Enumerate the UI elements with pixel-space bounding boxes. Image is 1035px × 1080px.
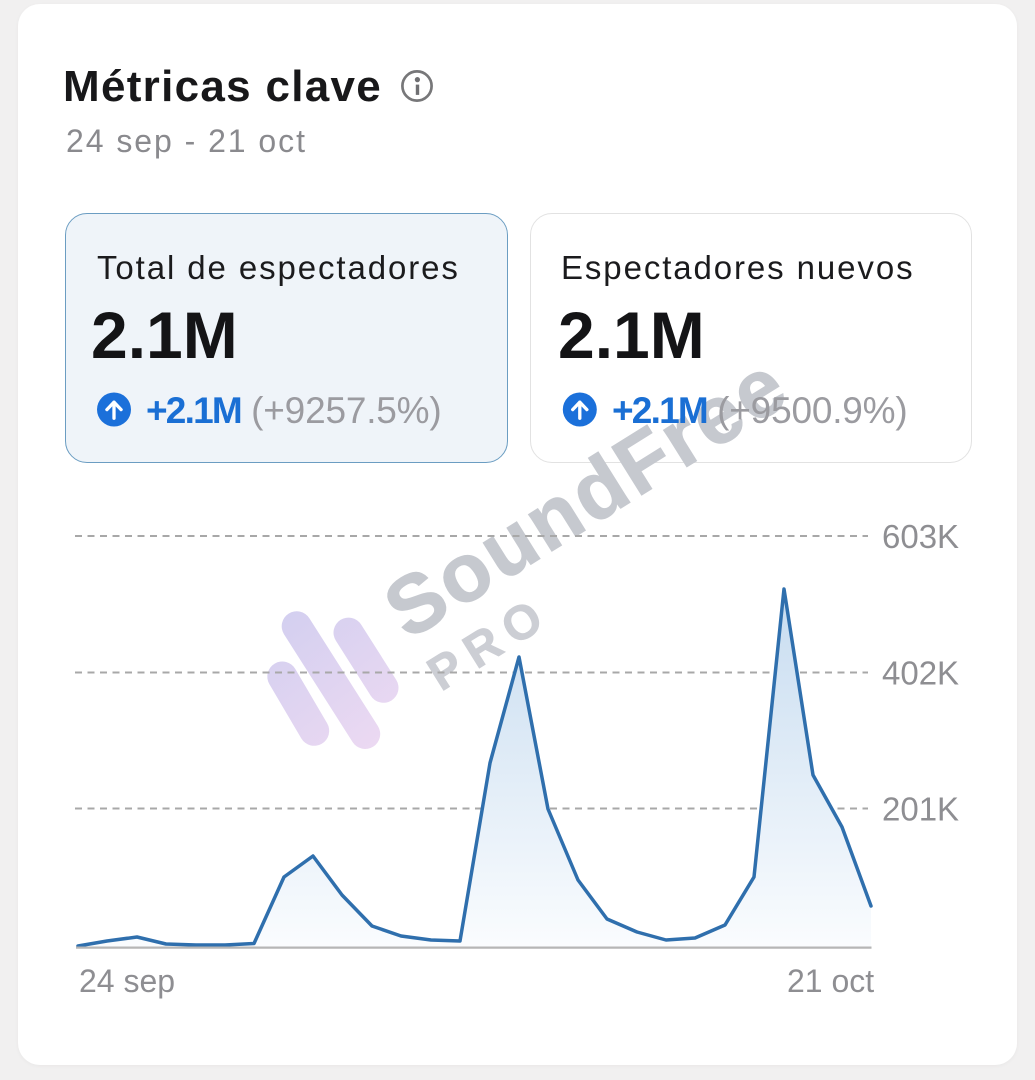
svg-text:21 oct: 21 oct (787, 963, 874, 999)
svg-text:603K: 603K (882, 518, 959, 555)
svg-text:201K: 201K (882, 791, 959, 828)
svg-text:402K: 402K (882, 655, 959, 692)
svg-text:24 sep: 24 sep (79, 963, 175, 999)
